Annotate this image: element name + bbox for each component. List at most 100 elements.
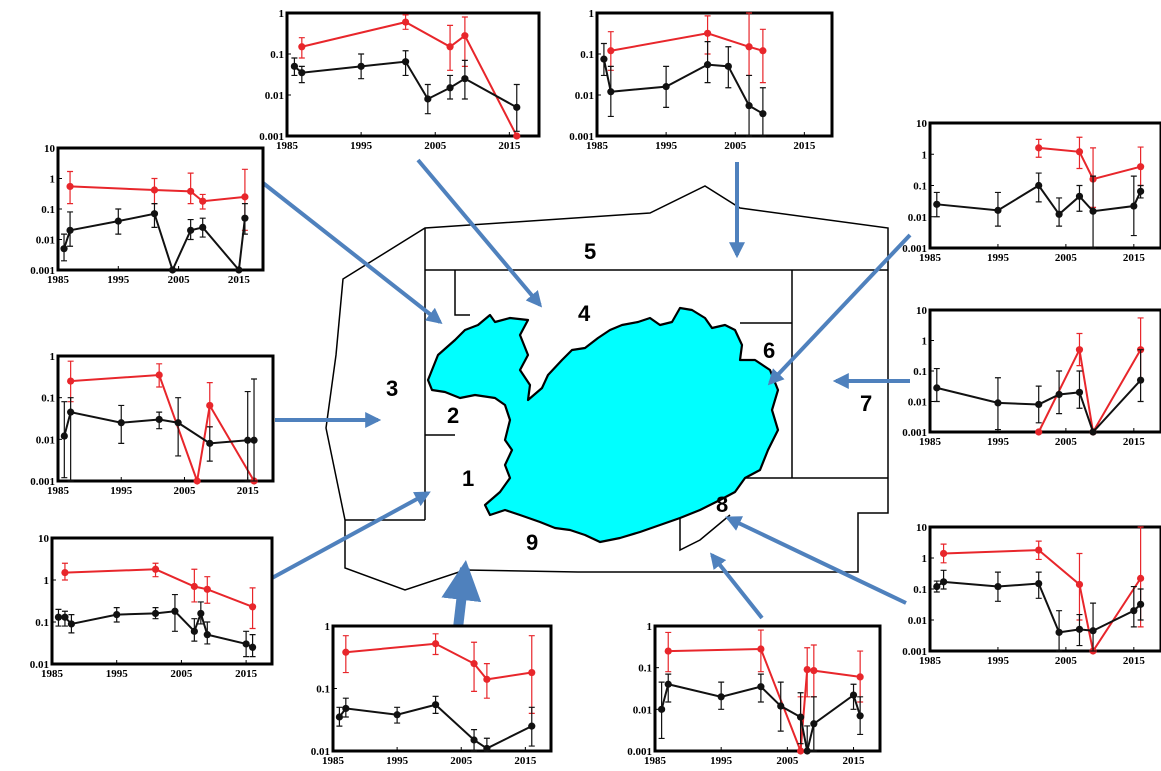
y-tick-label: 1 bbox=[44, 575, 50, 587]
data-point bbox=[1137, 376, 1145, 384]
y-tick-label: 0.1 bbox=[913, 181, 927, 193]
data-point bbox=[241, 193, 249, 201]
data-point bbox=[1137, 574, 1145, 582]
data-point bbox=[190, 627, 198, 635]
x-tick-label: 2005 bbox=[1055, 436, 1078, 448]
chart-panel-area-1: 0.01 0.1 1 10 1985 1995 2005 2015 bbox=[30, 533, 274, 680]
series-red bbox=[61, 562, 257, 630]
data-point bbox=[151, 565, 160, 573]
data-point bbox=[810, 720, 818, 728]
error-bar bbox=[759, 28, 766, 84]
data-point bbox=[298, 43, 306, 51]
data-point bbox=[155, 415, 163, 424]
error-bar bbox=[1137, 349, 1144, 403]
data-point bbox=[150, 210, 159, 218]
x-tick-label: 1995 bbox=[987, 655, 1010, 667]
series-black bbox=[290, 50, 521, 132]
data-point bbox=[939, 578, 948, 586]
x-tick-label: 2005 bbox=[450, 755, 473, 767]
series-black bbox=[335, 695, 536, 753]
x-tick-label: 1985 bbox=[919, 436, 942, 448]
y-tick-label: 0.1 bbox=[913, 366, 927, 378]
x-tick-label: 2015 bbox=[237, 485, 260, 497]
series-black bbox=[933, 172, 1145, 249]
y-tick-label: 1 bbox=[50, 174, 56, 186]
y-tick-label: 1 bbox=[50, 351, 56, 363]
data-point bbox=[810, 667, 818, 675]
y-tick-label: 0.1 bbox=[638, 663, 652, 675]
x-tick-label: 2005 bbox=[1055, 655, 1078, 667]
data-point bbox=[724, 62, 732, 70]
x-tick-label: 1995 bbox=[107, 274, 130, 286]
area-number-8: 8 bbox=[716, 492, 728, 517]
data-point bbox=[187, 187, 195, 195]
data-point bbox=[206, 401, 214, 410]
area-number-9: 9 bbox=[526, 530, 538, 555]
data-point bbox=[1035, 144, 1043, 152]
y-tick-label: 0.01 bbox=[36, 235, 55, 247]
plot-frame bbox=[928, 121, 1161, 250]
y-tick-label: 1 bbox=[922, 336, 928, 348]
x-tick-label: 1985 bbox=[919, 252, 942, 264]
data-point bbox=[66, 226, 74, 234]
data-point bbox=[1130, 202, 1138, 210]
pointer-arrow-1 bbox=[261, 181, 443, 324]
data-point bbox=[759, 110, 767, 118]
series-line bbox=[1038, 146, 1141, 181]
arrows bbox=[261, 158, 912, 629]
data-point bbox=[664, 647, 672, 655]
data-point bbox=[446, 84, 454, 92]
series-red bbox=[939, 526, 1145, 655]
data-point bbox=[513, 103, 521, 111]
x-tick-label: 1985 bbox=[586, 140, 609, 152]
chart-panel-area-6: 0.001 0.01 0.1 1 10 1985 1995 2005 2015 bbox=[902, 118, 1161, 264]
data-point bbox=[994, 206, 1002, 214]
data-point bbox=[664, 680, 672, 688]
x-tick-label: 2015 bbox=[228, 274, 251, 286]
data-point bbox=[67, 408, 75, 416]
plot-frame bbox=[50, 536, 274, 666]
plot-frame bbox=[653, 624, 882, 753]
series-line bbox=[936, 184, 1142, 216]
data-point bbox=[1035, 579, 1043, 588]
x-tick-label: 2015 bbox=[1123, 252, 1146, 264]
data-point bbox=[470, 660, 478, 668]
pointer-arrow-9 bbox=[710, 552, 764, 620]
x-tick-label: 2015 bbox=[793, 140, 816, 152]
data-point bbox=[483, 744, 491, 753]
series-line bbox=[610, 32, 764, 52]
data-point bbox=[1075, 388, 1084, 396]
data-point bbox=[335, 713, 344, 721]
y-tick-label: 0.01 bbox=[36, 434, 55, 446]
y-tick-label: 0.01 bbox=[311, 746, 330, 758]
data-point bbox=[856, 712, 864, 720]
chart-panel-area-7: 0.001 0.01 0.1 1 10 1985 1995 2005 2015 bbox=[902, 305, 1161, 448]
series-red bbox=[342, 633, 536, 714]
chart-panel-area-9: 0.01 0.1 1 1985 1995 2005 2015 bbox=[311, 621, 553, 767]
data-point bbox=[470, 736, 478, 744]
data-point bbox=[67, 377, 75, 385]
data-point bbox=[1035, 546, 1043, 554]
data-point bbox=[1089, 428, 1097, 436]
data-point bbox=[1137, 600, 1145, 608]
data-point bbox=[203, 631, 211, 639]
y-tick-label: 1 bbox=[647, 621, 653, 633]
y-tick-label: 0.1 bbox=[41, 393, 55, 405]
data-point bbox=[703, 61, 712, 69]
data-point bbox=[113, 611, 121, 619]
data-point bbox=[66, 182, 74, 191]
error-bar bbox=[1090, 602, 1097, 652]
plot-frame bbox=[595, 11, 834, 138]
plot-frame bbox=[56, 146, 265, 272]
data-point bbox=[61, 569, 69, 577]
y-tick-label: 1 bbox=[922, 553, 928, 565]
data-point bbox=[171, 607, 179, 615]
data-point bbox=[155, 371, 163, 379]
chart-panel-area-8-lower: 0.001 0.01 0.1 1 1985 1995 2005 2015 bbox=[627, 621, 882, 767]
series-line bbox=[63, 410, 255, 445]
x-tick-label: 1985 bbox=[47, 485, 70, 497]
series-black bbox=[658, 673, 864, 755]
data-point bbox=[717, 693, 725, 701]
y-tick-label: 0.1 bbox=[41, 204, 55, 216]
